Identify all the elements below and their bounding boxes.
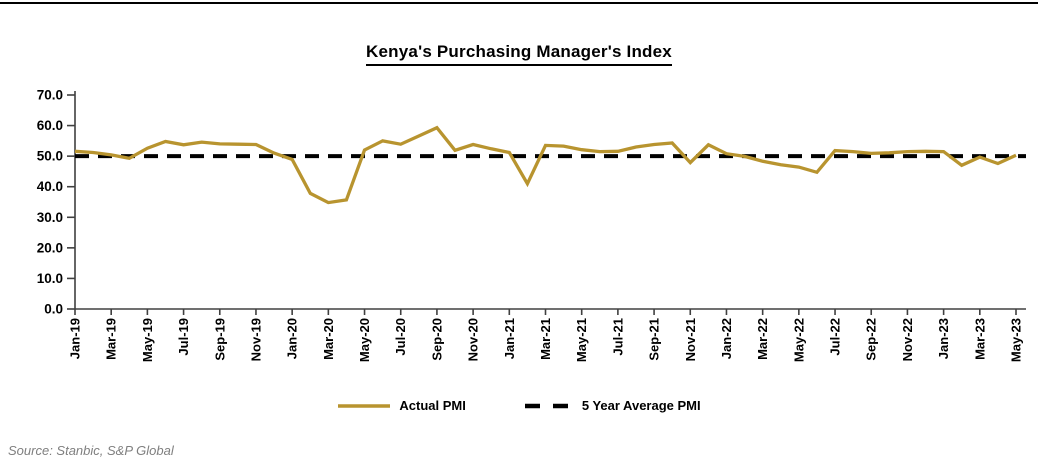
chart-title: Kenya's Purchasing Manager's Index bbox=[366, 42, 672, 66]
y-tick-label: 20.0 bbox=[37, 240, 63, 255]
top-border-line bbox=[0, 2, 1038, 4]
x-tick-label: Jan-19 bbox=[68, 318, 83, 359]
x-tick-label: Sep-20 bbox=[429, 318, 444, 361]
x-tick-label: Jan-22 bbox=[719, 318, 734, 359]
x-tick-label: May-23 bbox=[1009, 318, 1024, 362]
x-tick-label: Jan-21 bbox=[502, 318, 517, 359]
legend-label-average-pmi: 5 Year Average PMI bbox=[581, 398, 701, 413]
y-tick-label: 60.0 bbox=[37, 118, 63, 133]
pmi-line-chart: 0.0 10.0 20.0 30.0 40.0 50.0 60.0 70.0 Jan-19 Mar… bbox=[37, 88, 1026, 362]
chart-legend: Actual PMI 5 Year Average PMI bbox=[0, 398, 1038, 413]
source-note: Source: Stanbic, S&P Global bbox=[8, 443, 174, 458]
x-tick-label: Sep-21 bbox=[647, 318, 662, 361]
actual-pmi-line bbox=[74, 125, 1017, 205]
legend-item-actual-pmi: Actual PMI bbox=[337, 398, 466, 413]
x-tick-label: Jul-22 bbox=[828, 318, 843, 356]
x-tick-label: Nov-22 bbox=[900, 318, 915, 361]
x-tick-label: May-21 bbox=[574, 318, 589, 362]
x-tick-label: Nov-21 bbox=[683, 318, 698, 361]
actual-pmi-line-swatch-icon bbox=[338, 403, 391, 408]
x-tick-label: Jan-23 bbox=[936, 318, 951, 359]
x-tick-label: Jan-20 bbox=[285, 318, 300, 359]
x-tick-label: Nov-20 bbox=[466, 318, 481, 361]
x-tick-label: Nov-19 bbox=[248, 318, 263, 361]
x-tick-label: May-22 bbox=[791, 318, 806, 362]
x-tick-label: Sep-22 bbox=[864, 318, 879, 361]
average-pmi-dash-swatch-icon bbox=[524, 403, 573, 408]
x-tick-label: Jul-19 bbox=[176, 318, 191, 356]
x-tick-label: Mar-22 bbox=[755, 318, 770, 360]
x-tick-label: Mar-19 bbox=[104, 318, 119, 360]
x-tick-label: Mar-20 bbox=[321, 318, 336, 360]
y-tick-label: 10.0 bbox=[37, 271, 63, 286]
legend-item-average-pmi: 5 Year Average PMI bbox=[524, 398, 701, 413]
y-tick-label: 50.0 bbox=[37, 149, 63, 164]
x-tick-label: Mar-23 bbox=[972, 318, 987, 360]
y-tick-label: 70.0 bbox=[37, 88, 63, 103]
x-tick-label: Jul-20 bbox=[393, 318, 408, 356]
x-tick-label: Jul-21 bbox=[610, 318, 625, 356]
y-tick-label: 0.0 bbox=[44, 302, 63, 317]
x-tick-label: Sep-19 bbox=[212, 318, 227, 361]
x-tick-label: May-19 bbox=[140, 318, 155, 362]
y-tick-label: 30.0 bbox=[37, 210, 63, 225]
y-tick-label: 40.0 bbox=[37, 179, 63, 194]
x-tick-label: Mar-21 bbox=[538, 318, 553, 360]
title-container: Kenya's Purchasing Manager's Index bbox=[0, 42, 1038, 66]
x-tick-label: May-20 bbox=[357, 318, 372, 362]
legend-label-actual-pmi: Actual PMI bbox=[399, 398, 466, 413]
